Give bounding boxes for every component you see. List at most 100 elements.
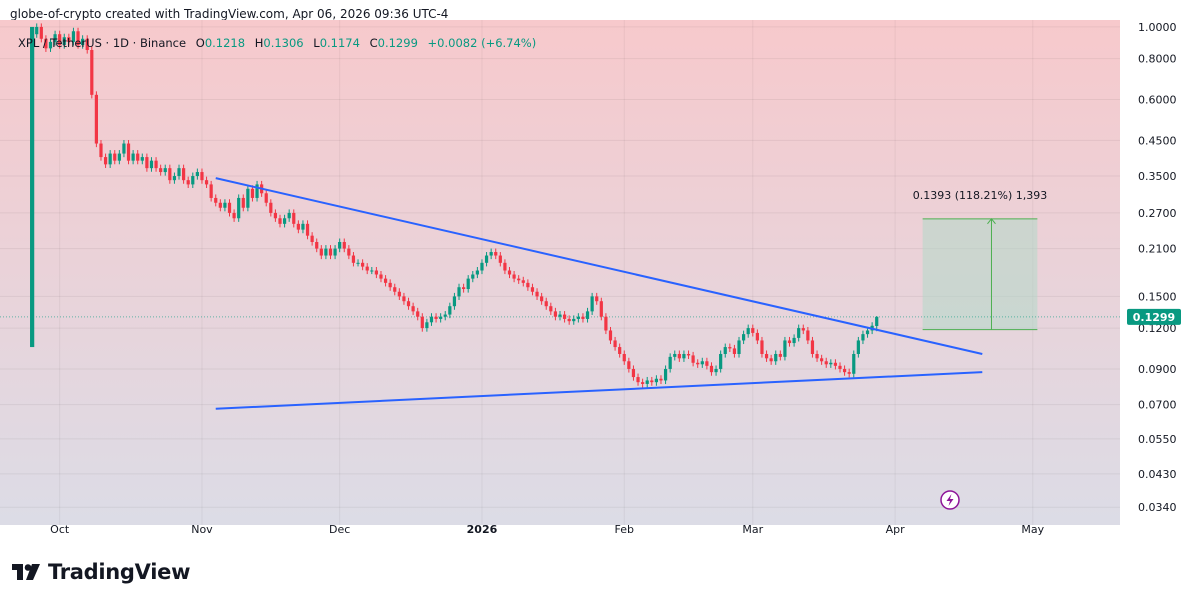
candle-body: [67, 37, 71, 42]
candle-body: [755, 332, 759, 341]
candle-body: [820, 358, 824, 362]
candle-body: [824, 361, 828, 365]
candle-body: [406, 301, 411, 307]
candle-body: [673, 353, 677, 357]
candle-body: [604, 316, 608, 331]
measure-tool[interactable]: [0, 218, 1120, 331]
candle-body: [58, 34, 62, 46]
candle-body: [351, 255, 356, 263]
lightning-icon[interactable]: [940, 490, 960, 510]
price-chart[interactable]: 1.0000 0.8000 0.6000 0.4500 0.3500 0.2700 0.21…: [0, 20, 1200, 545]
candle-body: [585, 311, 590, 319]
candle-body: [255, 184, 259, 198]
candle-body: [645, 380, 649, 384]
candle-body: [691, 355, 695, 363]
candle-body: [696, 362, 700, 365]
candle-body: [48, 41, 53, 49]
candle-body: [769, 358, 773, 362]
candle-body: [338, 241, 342, 249]
candle-body: [416, 311, 420, 317]
candle-body: [159, 168, 163, 173]
candle-body: [581, 316, 585, 319]
candle-body: [852, 353, 856, 374]
candle-body: [668, 356, 672, 369]
candle-body: [700, 361, 704, 365]
candle-body: [177, 168, 181, 177]
candle-body: [39, 26, 43, 39]
candle-body: [521, 280, 525, 283]
candle-body: [650, 380, 654, 383]
trendline-lower: [215, 371, 983, 410]
candle-body: [732, 348, 737, 354]
measure-label: 0.1393 (118.21%) 1,393: [913, 189, 1048, 202]
candle-body: [705, 361, 709, 366]
legend-close: 0.1299: [378, 36, 418, 50]
candle-body: [530, 287, 535, 292]
candle-body: [241, 197, 245, 208]
price-axis[interactable]: 1.0000 0.8000 0.6000 0.4500 0.3500 0.2700 0.21…: [1138, 21, 1177, 514]
candle-body: [214, 197, 218, 203]
symbol-legend[interactable]: XPL / TetherUS · 1D · Binance O0.1218 H0…: [18, 36, 536, 50]
time-axis[interactable]: Oct Nov Dec 2026 Feb Mar Apr May: [50, 523, 1044, 536]
candle-body: [227, 202, 232, 213]
candle-body: [641, 382, 645, 384]
last-price-badge: 0.1299: [1127, 308, 1181, 325]
candle-ipo: [30, 26, 35, 348]
candle-body: [829, 362, 833, 365]
candle-body: [420, 316, 424, 329]
candle-body: [163, 168, 167, 173]
candle-body: [76, 31, 80, 46]
candle-body: [636, 377, 640, 383]
candle-body: [737, 340, 741, 354]
candle-body: [218, 202, 222, 208]
candle-body: [622, 353, 626, 362]
candle-body: [122, 143, 126, 154]
tradingview-logo-icon: [12, 564, 40, 580]
attribution-text: globe-of-crypto created with TradingView…: [10, 7, 449, 21]
candle-body: [168, 168, 172, 181]
tradingview-brand[interactable]: TradingView: [12, 560, 190, 584]
candle-body: [319, 248, 323, 256]
candle-body: [618, 347, 622, 354]
chart-svg[interactable]: 1.0000 0.8000 0.6000 0.4500 0.3500 0.2700 0.21…: [0, 20, 1200, 545]
candle-body: [117, 153, 121, 161]
legend-high: 0.1306: [263, 36, 303, 50]
trendlines[interactable]: [215, 177, 983, 410]
candle-body: [484, 255, 489, 263]
candle-body: [44, 38, 48, 49]
y-tick-label: 0.8000: [1138, 53, 1177, 66]
candle-body: [627, 361, 631, 369]
candle-body: [723, 347, 727, 354]
candle-body: [172, 176, 177, 181]
legend-close-label: C: [370, 36, 378, 50]
candle-body: [282, 218, 287, 224]
candle-body: [507, 270, 512, 275]
last-price-text: 0.1299: [1133, 311, 1175, 324]
candle-body: [498, 255, 502, 263]
legend-low: 0.1174: [320, 36, 360, 50]
y-tick-label: 0.0550: [1138, 433, 1177, 446]
candle-body: [439, 316, 443, 319]
y-tick-label: 0.1200: [1138, 322, 1177, 335]
y-tick-label: 0.0700: [1138, 399, 1177, 412]
candle-body: [709, 365, 714, 373]
candle-body: [324, 248, 328, 256]
candle-body: [342, 241, 346, 249]
candle-body: [714, 368, 718, 373]
candle-body: [328, 248, 333, 256]
candle-body: [760, 340, 764, 354]
candle-body: [315, 241, 319, 249]
candle-body: [361, 262, 365, 267]
candle-body: [654, 378, 658, 383]
candle-body: [393, 287, 397, 292]
legend-symbol: XPL / TetherUS · 1D · Binance: [18, 36, 186, 50]
candle-body: [108, 153, 112, 165]
candle-body: [728, 347, 732, 349]
candle-body: [237, 197, 241, 219]
candle-body: [154, 160, 158, 169]
candle-body: [544, 301, 548, 307]
candle-body: [301, 223, 305, 230]
candle-body: [774, 353, 778, 362]
candle-body: [374, 270, 378, 275]
candle-body: [62, 37, 66, 46]
